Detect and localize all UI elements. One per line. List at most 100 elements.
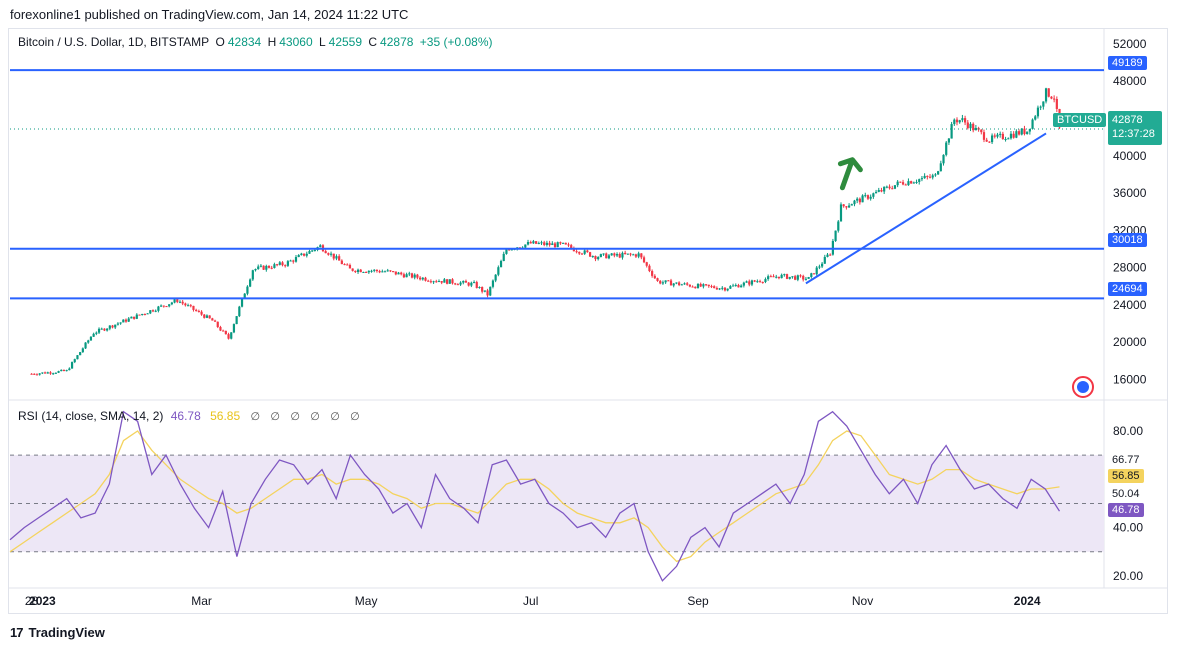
candle-body [920, 178, 924, 180]
candle-body [707, 284, 710, 287]
candle-body [961, 118, 964, 121]
candle-body [945, 142, 948, 155]
candle-body [33, 373, 36, 375]
candle-body [297, 255, 300, 258]
resistance-price-tag: 49189 [1108, 56, 1147, 70]
candle-body [1020, 128, 1023, 135]
candle-body [81, 348, 84, 353]
rsi-axis-tick: 40.00 [1113, 521, 1143, 535]
publisher-line: forexonline1 published on TradingView.co… [10, 7, 409, 22]
candle-body [553, 243, 557, 248]
candle-body [737, 285, 740, 288]
null-value-icon: ∅ [290, 411, 300, 423]
candle-body [499, 260, 503, 268]
candle-body [659, 280, 662, 284]
candle-body [799, 275, 802, 277]
candle-body [192, 305, 195, 310]
candle-body [869, 196, 872, 199]
candle-body [427, 280, 430, 282]
candle-body [95, 332, 98, 334]
candle-body [294, 257, 298, 262]
candle-body [421, 277, 424, 280]
candle-body [937, 171, 940, 175]
candle-body [170, 302, 173, 305]
candle-body [416, 274, 419, 278]
candle-body [982, 132, 986, 140]
candle-body [769, 276, 772, 278]
candle-body [567, 244, 570, 246]
candle-body [918, 179, 921, 182]
candle-body [238, 306, 241, 317]
candle-body [731, 285, 735, 287]
null-value-icon: ∅ [270, 411, 281, 423]
candle-body [383, 271, 387, 273]
candle-body [359, 269, 362, 273]
candle-body [942, 154, 945, 164]
candle-body [785, 274, 789, 279]
candle-body [429, 281, 432, 283]
candle-body [133, 316, 136, 319]
candle-body [79, 352, 82, 356]
candle-body [472, 282, 476, 284]
candle-body [810, 273, 813, 278]
candle-body [696, 283, 700, 289]
candle-body [990, 135, 994, 143]
candle-body [783, 274, 786, 276]
candle-body [980, 129, 983, 133]
candle-body [413, 274, 416, 278]
candle-body [467, 282, 470, 286]
candle-body [432, 281, 435, 283]
candle-body [524, 244, 527, 248]
candle-body [594, 256, 597, 260]
candle-body [896, 181, 899, 186]
candle-body [52, 373, 55, 375]
candle-body [675, 282, 678, 284]
candle-body [885, 186, 888, 188]
null-value-icon: ∅ [330, 411, 340, 423]
candle-body [915, 181, 918, 183]
tradingview-logo-icon: 17 [10, 625, 24, 640]
candle-body [111, 325, 114, 328]
candle-body [686, 283, 689, 285]
candle-body [89, 336, 93, 341]
candle-body [1047, 88, 1050, 97]
candle-body [645, 262, 648, 266]
candle-body [966, 122, 969, 129]
candle-body [904, 184, 907, 186]
ohlc-legend: Bitcoin / U.S. Dollar, 1D, BITSTAMP O 428… [18, 35, 495, 49]
candle-body [157, 306, 160, 311]
candle-body [1023, 128, 1026, 135]
candle-body [62, 369, 66, 372]
candle-body [141, 313, 144, 315]
candle-body [302, 253, 306, 256]
candle-body [874, 191, 878, 194]
candle-body [324, 251, 327, 254]
candle-body [119, 322, 122, 324]
candle-body [602, 253, 605, 255]
candle-body [907, 181, 910, 186]
candle-body [588, 252, 592, 257]
candle-body [580, 253, 584, 255]
candle-body [332, 253, 335, 259]
candle-body [632, 254, 635, 256]
candle-body [319, 245, 322, 248]
tradingview-footer[interactable]: 17 TradingView [10, 625, 105, 640]
candle-body [974, 127, 977, 131]
candle-body [213, 320, 217, 322]
candle-body [100, 328, 103, 330]
candle-body [985, 139, 988, 142]
candle-body [672, 283, 675, 286]
candle-body [704, 284, 708, 286]
candle-body [796, 275, 799, 280]
candle-body [829, 254, 832, 256]
symbol-title[interactable]: Bitcoin / U.S. Dollar, 1D, BITSTAMP [18, 35, 210, 49]
candle-body [745, 281, 748, 283]
rsi-title[interactable]: RSI (14, close, SMA, 14, 2) [18, 409, 164, 423]
rsi-line [9, 410, 1061, 582]
candle-body [535, 241, 538, 244]
time-axis-tick: 2024 [1014, 594, 1041, 608]
rsi-value-tag: 46.78 [1108, 503, 1144, 517]
candle-body [1055, 98, 1058, 109]
candle-body [235, 316, 238, 325]
